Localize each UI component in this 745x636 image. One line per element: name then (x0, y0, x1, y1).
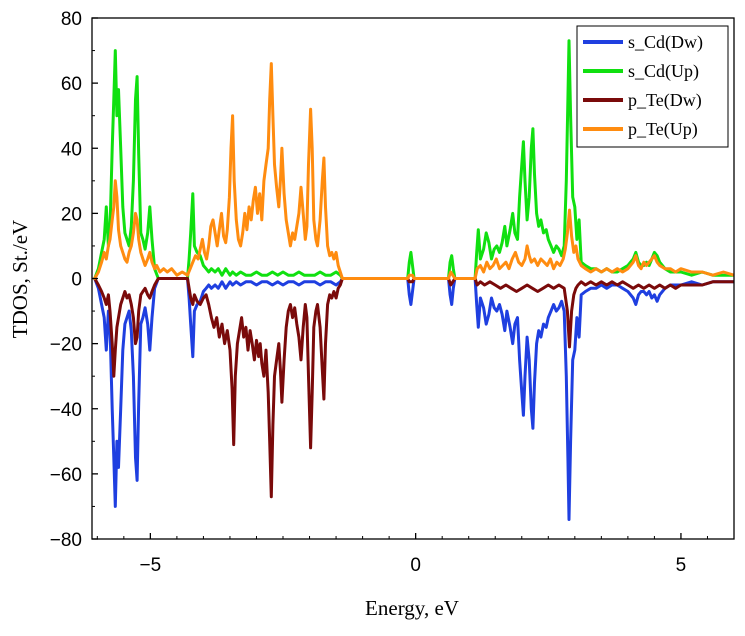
y-tick-label: −20 (50, 335, 82, 356)
legend-label: p_Te(Up) (628, 119, 698, 140)
y-tick-label: 0 (71, 270, 82, 291)
y-tick-label: 20 (61, 204, 82, 225)
x-tick-label: 5 (676, 555, 687, 576)
y-tick-label: −40 (50, 400, 82, 421)
legend-label: s_Cd(Up) (628, 61, 699, 82)
legend-box (576, 25, 729, 148)
series-line-1 (93, 277, 734, 521)
series-layer (93, 39, 734, 521)
legend-label: p_Te(Dw) (628, 90, 702, 111)
series-line-4 (93, 62, 734, 280)
x-tick-label: −5 (140, 555, 162, 576)
y-tick-label: 80 (61, 9, 82, 30)
legend: s_Cd(Dw) s_Cd(Up) p_Te(Dw) p_Te(Up) (576, 25, 729, 148)
y-tick-label: 60 (61, 74, 82, 95)
y-axis-title: TDOS, St./eV (8, 220, 32, 338)
y-tick-label: −60 (50, 465, 82, 486)
x-tick-label: 0 (410, 555, 421, 576)
axis-layer: −80 −60 −40 −20 0 20 40 60 80 −5 0 5 (50, 9, 735, 576)
y-tick-label: −80 (50, 530, 82, 551)
y-tick-label: 40 (61, 139, 82, 160)
x-axis-title: Energy, eV (365, 596, 459, 620)
series-line-3 (93, 277, 734, 499)
legend-label: s_Cd(Dw) (628, 32, 703, 53)
